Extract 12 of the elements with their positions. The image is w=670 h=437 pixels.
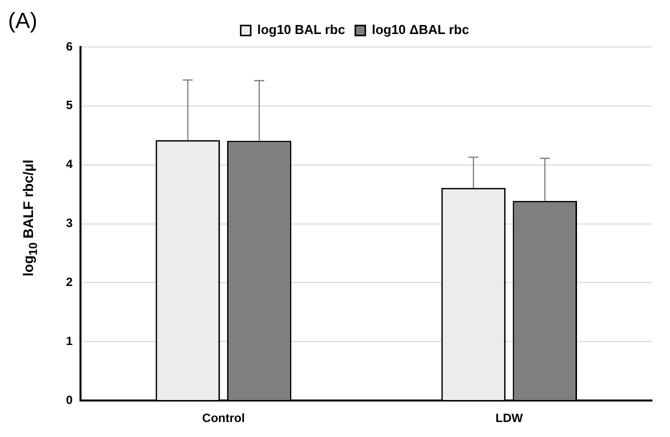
y-tick-label: 0 [66, 392, 73, 407]
legend-label: log10 BAL rbc [257, 22, 346, 38]
x-tick-label: Control [202, 411, 245, 426]
text: (A) [8, 8, 38, 34]
y-tick-label: 4 [66, 157, 73, 172]
x-tick-label: LDW [496, 411, 524, 426]
y-tick-label: 1 [66, 334, 73, 348]
y-tick-label: 2 [66, 275, 73, 290]
y-tick-label: 6 [66, 39, 73, 54]
legend-label: log10 ΔBAL rbc [372, 22, 470, 38]
y-tick-label: 3 [66, 216, 73, 230]
y-tick-label: 5 [66, 98, 73, 112]
